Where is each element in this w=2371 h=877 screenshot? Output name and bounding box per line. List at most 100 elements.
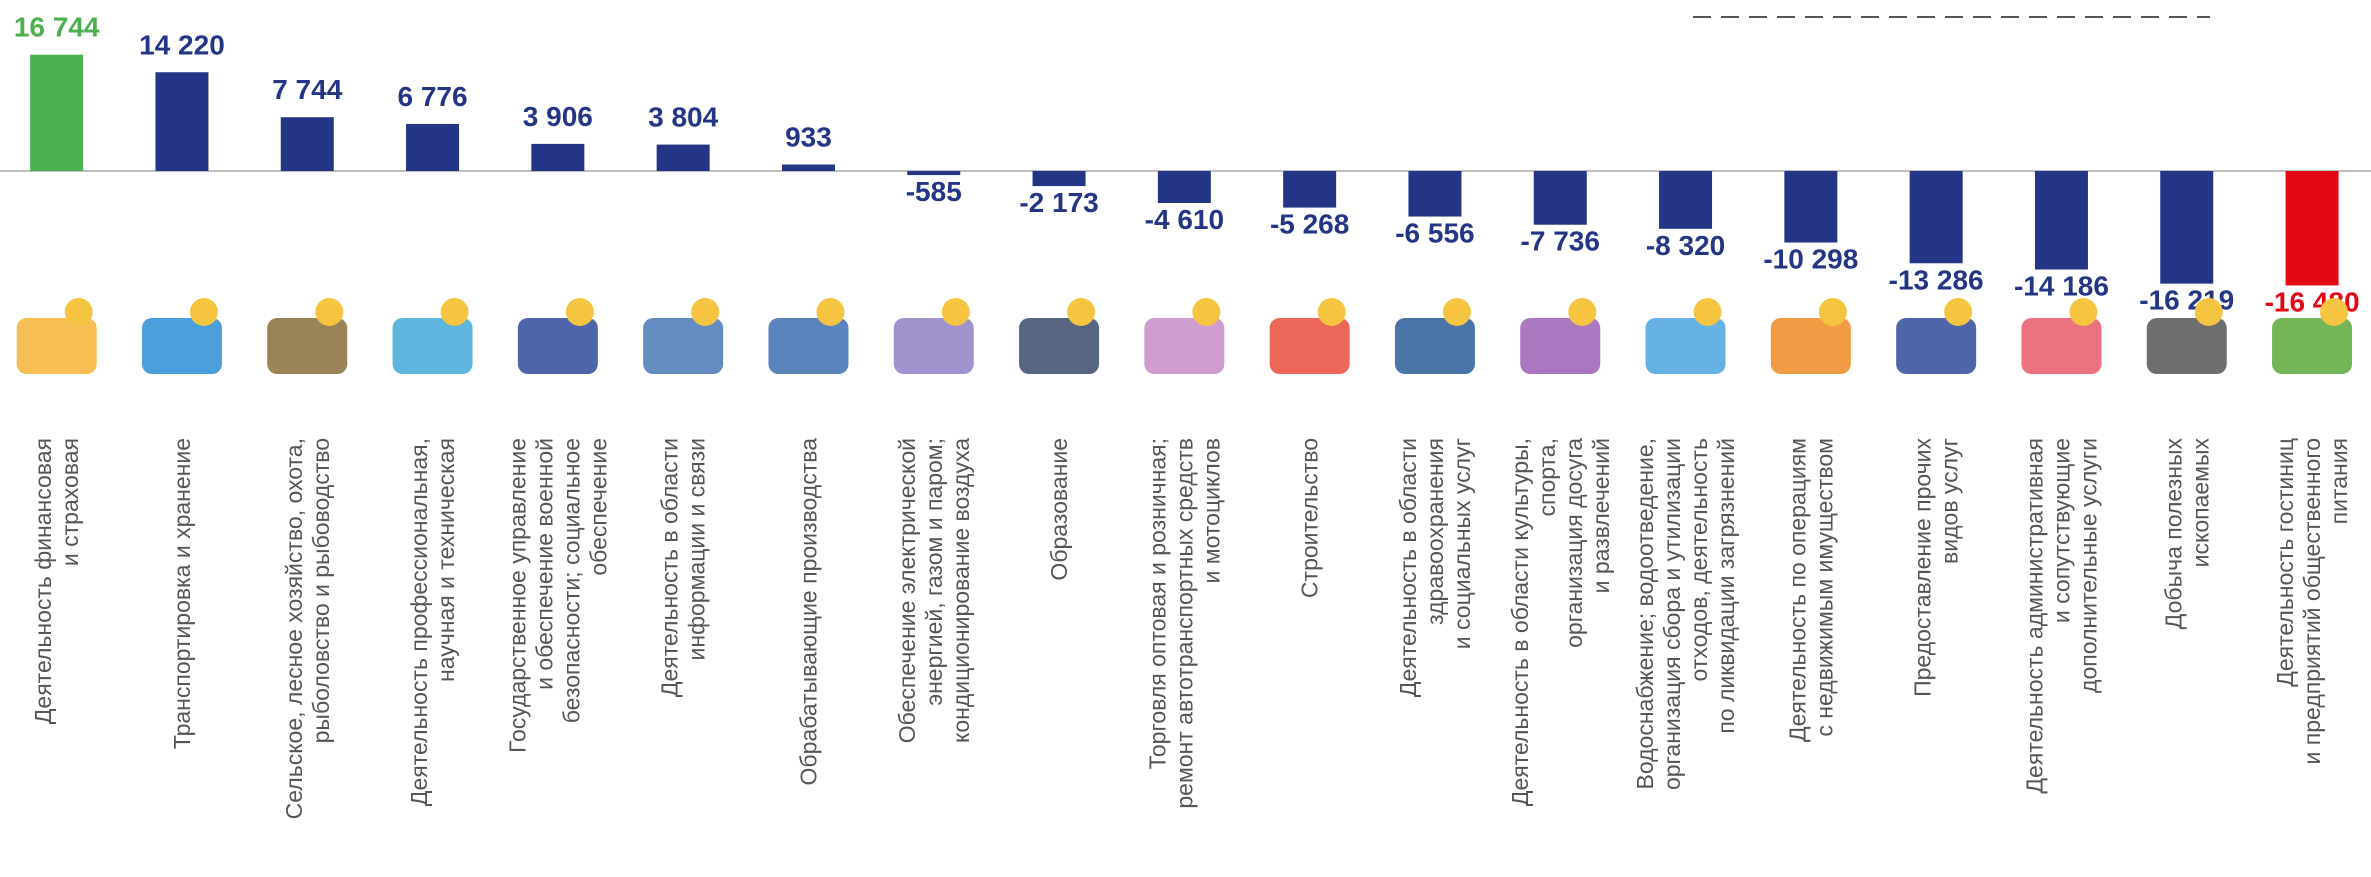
icon-shape: [1693, 298, 1722, 326]
icon-shape: [643, 318, 724, 374]
value-label: -8 320: [1646, 230, 1725, 261]
bar: [1533, 171, 1587, 225]
icon-shape: [315, 298, 344, 326]
bar: [781, 164, 835, 171]
value-label: -585: [906, 176, 962, 207]
category-label: Водоснабжение; водоотведение,организация…: [1632, 438, 1739, 790]
bar: [406, 123, 460, 171]
icon-shape: [1770, 318, 1851, 374]
bar: [531, 143, 585, 171]
category-label: Деятельность финансоваяи страховая: [30, 438, 83, 724]
category-label: Деятельность в областиинформации и связи: [657, 438, 710, 697]
category-icon: [2021, 298, 2102, 374]
category-label: Строительство: [1297, 438, 1323, 598]
category-label: Образование: [1046, 438, 1072, 581]
category-label: Обрабатывающие производства: [795, 438, 821, 786]
bar: [280, 117, 334, 171]
category-icon: [141, 298, 222, 374]
category-label: Государственное управлениеи обеспечение …: [504, 438, 611, 753]
icon-shape: [1442, 298, 1471, 326]
bar: [30, 54, 84, 171]
category-label: Торговля оптовая и розничная;ремонт авто…: [1144, 438, 1224, 809]
category-icon: [643, 298, 724, 374]
bar: [1784, 171, 1838, 243]
icon-shape: [816, 298, 845, 326]
icon-shape: [1818, 298, 1847, 326]
bar: [1659, 171, 1713, 229]
icon-shape: [392, 318, 473, 374]
category-label: Деятельность гостиници предприятий общес…: [2272, 438, 2352, 764]
icon-shape: [1317, 298, 1346, 326]
icon-shape: [691, 298, 720, 326]
value-label: 933: [785, 122, 832, 153]
icon-shape: [64, 298, 93, 326]
value-label: 3 906: [523, 101, 593, 132]
category-icon: [1770, 298, 1851, 374]
value-label: -14 186: [2014, 271, 2109, 302]
category-icon: [392, 298, 473, 374]
icon-shape: [941, 298, 970, 326]
bar: [1909, 171, 1963, 264]
icon-shape: [2320, 298, 2349, 326]
icon-shape: [1144, 318, 1225, 374]
icon-shape: [1896, 318, 1977, 374]
category-icon: [1019, 298, 1100, 374]
icon-shape: [2194, 298, 2223, 326]
icon-shape: [565, 298, 594, 326]
category-label: Деятельность по операциямс недвижимым им…: [1784, 438, 1837, 742]
bar: [2034, 171, 2088, 270]
bar: [1283, 171, 1337, 208]
category-icon: [893, 298, 974, 374]
value-label: -4 610: [1145, 204, 1224, 235]
category-label: Деятельность в областиздравоохраненияи с…: [1395, 438, 1475, 697]
bar: [155, 72, 209, 171]
category-icon: [1144, 298, 1225, 374]
value-label: -7 736: [1521, 226, 1600, 257]
value-label: -6 556: [1395, 218, 1474, 249]
icon-shape: [2146, 318, 2227, 374]
category-icon: [1645, 298, 1726, 374]
category-icon: [16, 298, 97, 374]
icon-shape: [1944, 298, 1973, 326]
icon-shape: [2021, 318, 2102, 374]
value-label: -2 173: [1019, 187, 1098, 218]
category-icon: [517, 298, 598, 374]
value-label: -13 286: [1889, 264, 1984, 295]
icon-shape: [2069, 298, 2098, 326]
icon-shape: [768, 318, 849, 374]
category-label: Сельское, лесное хозяйство, охота,рыболо…: [281, 438, 334, 819]
icon-shape: [1192, 298, 1221, 326]
category-icon: [1520, 298, 1601, 374]
icon-shape: [16, 318, 97, 374]
value-label: -5 268: [1270, 209, 1349, 240]
icon-shape: [2272, 318, 2353, 374]
icon-shape: [1019, 318, 1100, 374]
value-label: 14 220: [139, 29, 225, 60]
icon-shape: [189, 298, 218, 326]
category-label: Добыча полезныхископаемых: [2160, 438, 2213, 630]
category-icon: [768, 298, 849, 374]
icon-shape: [440, 298, 469, 326]
icon-shape: [1269, 318, 1350, 374]
category-label: Деятельность в области культуры,спорта,о…: [1507, 438, 1614, 806]
icon-shape: [893, 318, 974, 374]
icon-shape: [267, 318, 348, 374]
category-label: Деятельность профессиональная,научная и …: [406, 438, 459, 806]
icon-shape: [1394, 318, 1475, 374]
category-icon: [267, 298, 348, 374]
icon-shape: [1645, 318, 1726, 374]
bar: [2285, 171, 2339, 286]
category-label: Деятельность административнаяи сопутству…: [2021, 438, 2101, 794]
value-label: 7 744: [272, 74, 342, 105]
bar: [656, 144, 710, 171]
bar: [907, 171, 961, 176]
bar: [1408, 171, 1462, 217]
category-label: Транспортировка и хранение: [169, 438, 195, 749]
icon-shape: [141, 318, 222, 374]
bar: [1032, 171, 1086, 187]
value-label: -10 298: [1763, 244, 1858, 275]
bar: [2160, 171, 2214, 284]
value-label: 6 776: [398, 81, 468, 112]
